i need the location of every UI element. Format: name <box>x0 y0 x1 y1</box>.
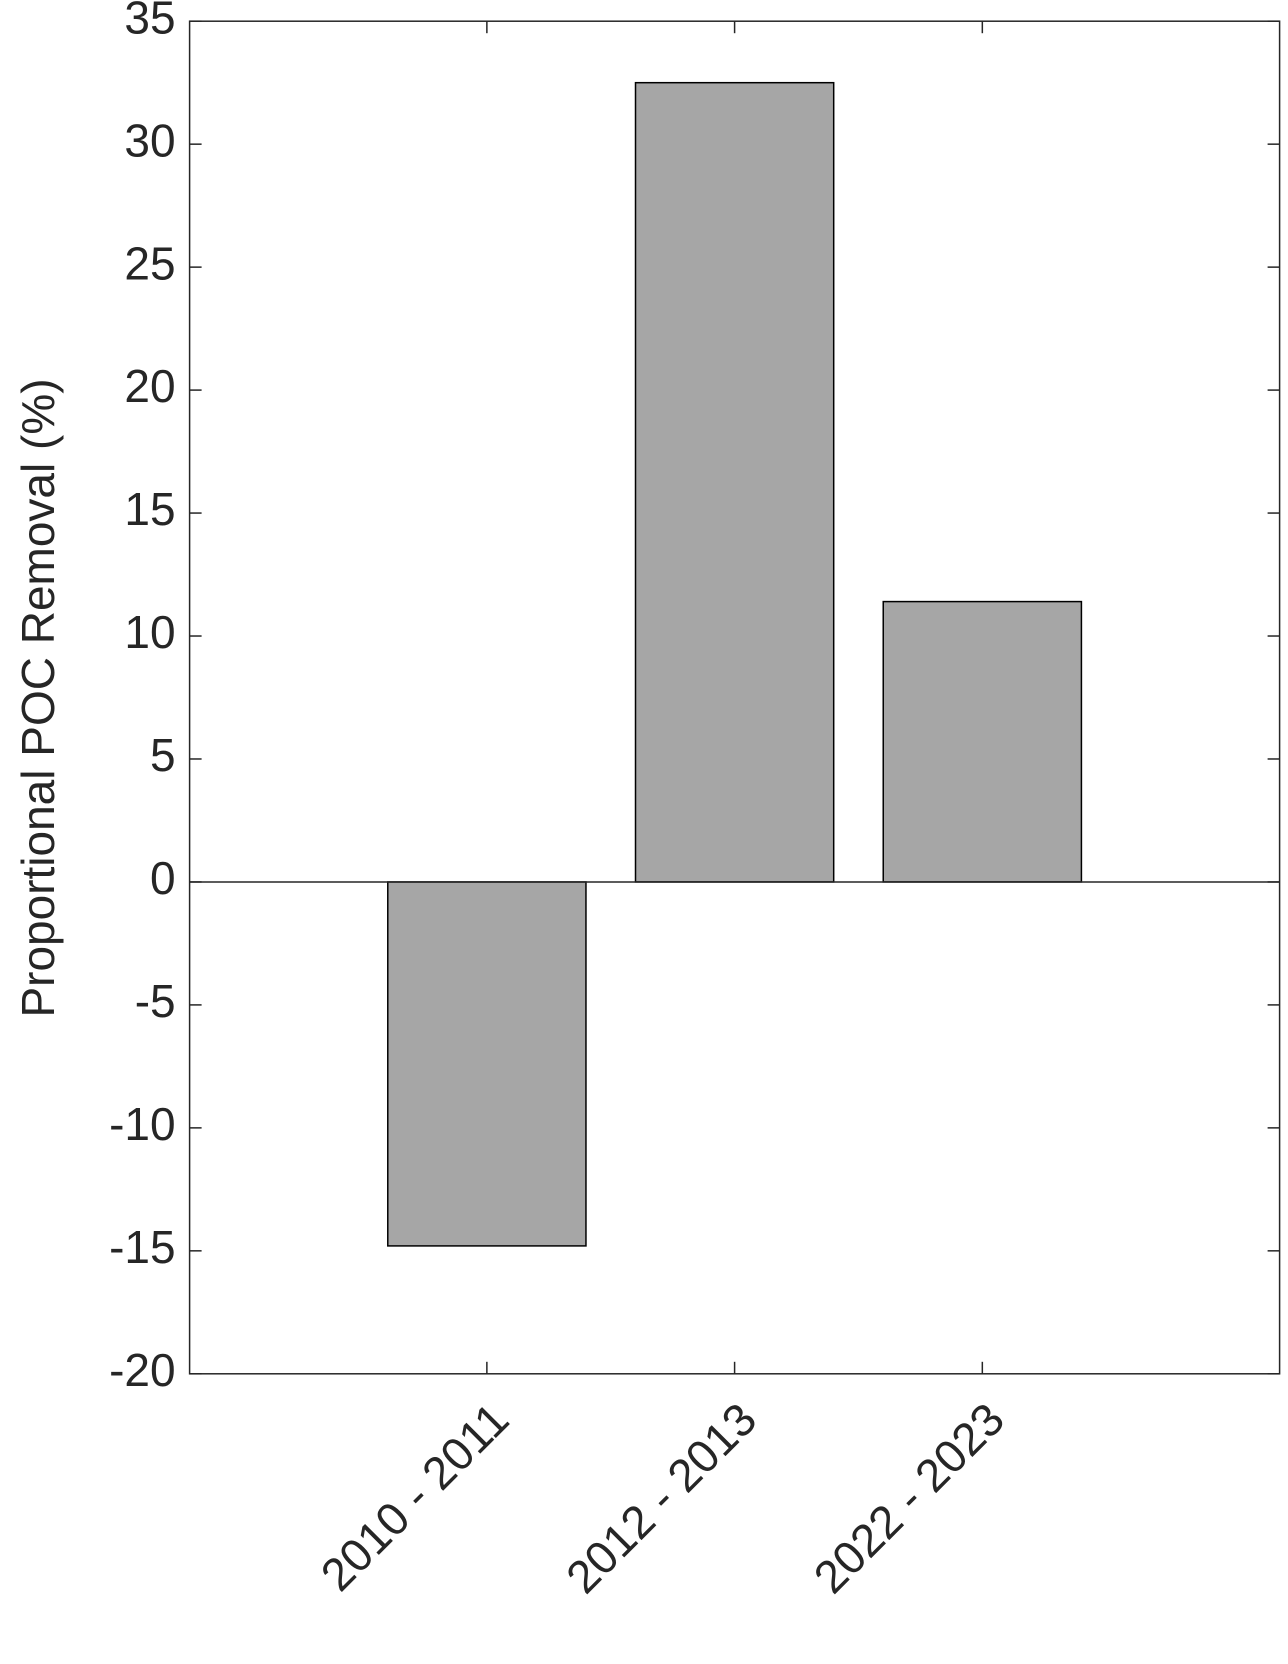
y-tick-label: 10 <box>124 606 175 658</box>
x-tick-label: 2022 - 2023 <box>804 1393 1014 1603</box>
x-tick-label: 2010 - 2011 <box>311 1393 519 1601</box>
y-tick-label: 15 <box>124 483 175 535</box>
x-tick-label: 2012 - 2013 <box>556 1393 766 1603</box>
y-tick-label: -20 <box>109 1344 175 1396</box>
y-tick-label: 20 <box>124 360 175 412</box>
y-tick-label: 35 <box>124 0 175 43</box>
y-tick-label: -10 <box>109 1098 175 1150</box>
y-axis-label: Proportional POC Removal (%) <box>12 378 64 1017</box>
bar <box>882 600 1083 883</box>
y-tick-label: 0 <box>150 852 176 904</box>
y-tick-label: 30 <box>124 114 175 166</box>
y-tick-label: -5 <box>135 975 176 1027</box>
plot-frame <box>188 20 1281 1375</box>
bar <box>387 881 587 1247</box>
bar <box>634 81 835 883</box>
y-tick-label: 5 <box>150 729 176 781</box>
y-tick-label: -15 <box>109 1221 175 1273</box>
y-tick-label: 25 <box>124 237 175 289</box>
